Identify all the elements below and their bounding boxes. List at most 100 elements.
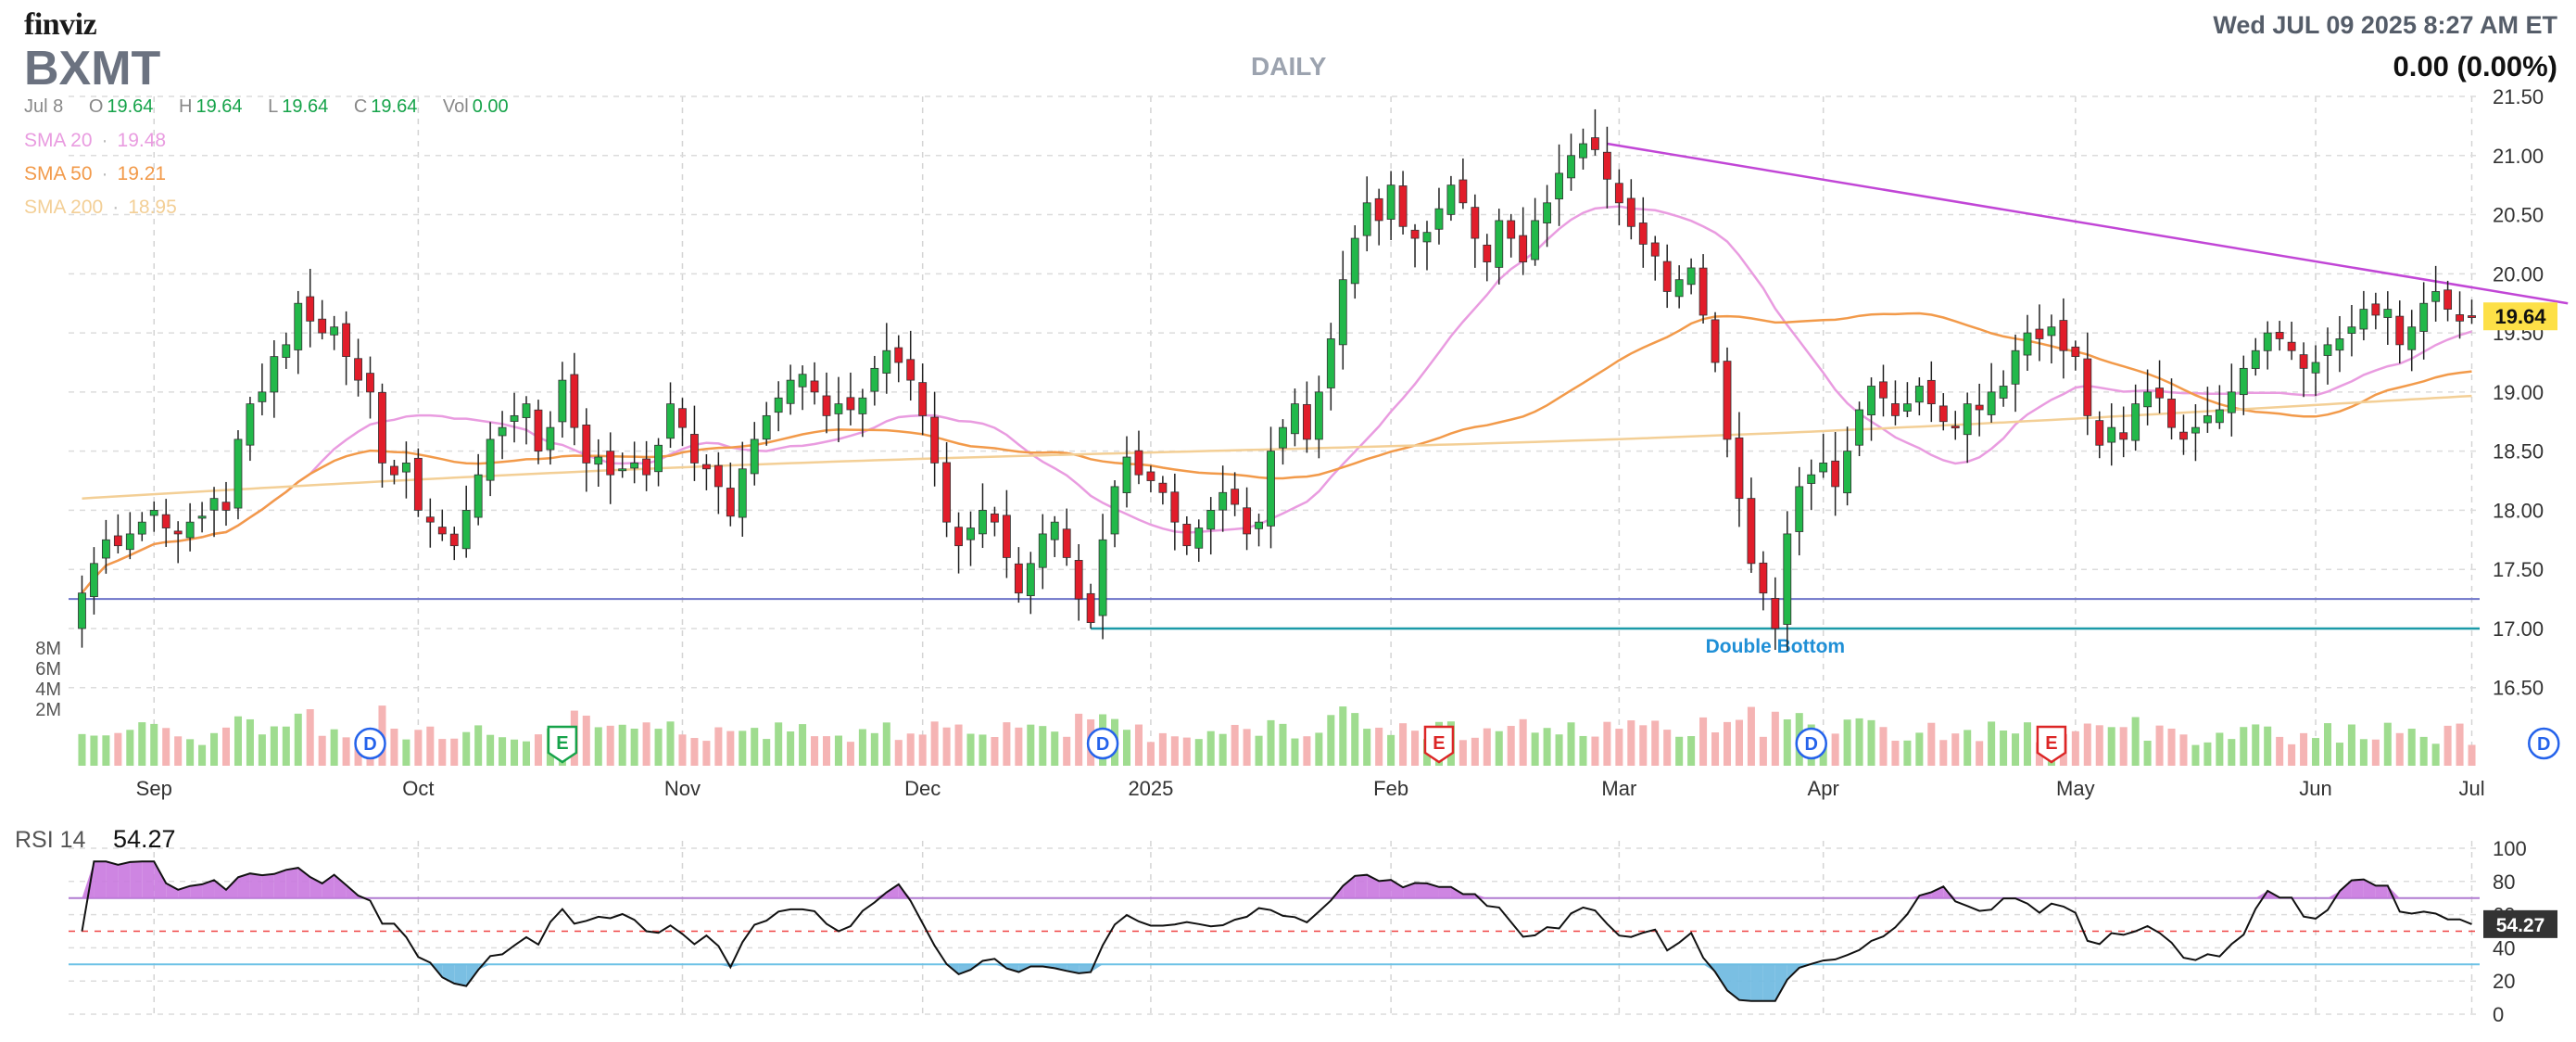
candle-body[interactable]: [822, 395, 831, 416]
candle-body[interactable]: [1819, 462, 1828, 473]
sma-20-legend[interactable]: SMA 20 · 19.48: [24, 130, 167, 151]
candle-body[interactable]: [2251, 349, 2260, 369]
candle-body[interactable]: [2383, 309, 2393, 318]
candle-body[interactable]: [678, 408, 687, 428]
candle-body[interactable]: [149, 510, 158, 516]
candle-body[interactable]: [258, 391, 267, 402]
candle-body[interactable]: [2131, 403, 2140, 441]
candle-body[interactable]: [1350, 237, 1359, 285]
candle-body[interactable]: [2431, 291, 2441, 302]
candle-body[interactable]: [522, 403, 531, 418]
candle-body[interactable]: [786, 379, 795, 404]
candle-body[interactable]: [1698, 267, 1708, 316]
candle-body[interactable]: [2456, 314, 2464, 322]
candle-body[interactable]: [2335, 338, 2344, 351]
candle-body[interactable]: [582, 425, 591, 464]
candle-body[interactable]: [1326, 338, 1335, 388]
candle-body[interactable]: [954, 527, 963, 547]
candle-body[interactable]: [1362, 202, 1371, 236]
candle-body[interactable]: [1519, 235, 1528, 262]
candle-body[interactable]: [209, 498, 219, 511]
candle-body[interactable]: [425, 516, 435, 523]
candle-body[interactable]: [1471, 207, 1480, 239]
candle-body[interactable]: [1434, 208, 1444, 230]
candle-body[interactable]: [2011, 349, 2020, 385]
candle-body[interactable]: [630, 462, 639, 469]
earnings-marker[interactable]: [1423, 725, 1455, 764]
candle-body[interactable]: [1507, 220, 1516, 239]
candle-body[interactable]: [1591, 137, 1599, 150]
candle-body[interactable]: [161, 514, 170, 528]
candle-body[interactable]: [461, 510, 471, 550]
candle-body[interactable]: [2119, 432, 2128, 440]
candle-body[interactable]: [294, 302, 303, 350]
dividend-marker[interactable]: [2528, 727, 2560, 760]
candle-body[interactable]: [2323, 344, 2332, 356]
candle-body[interactable]: [1855, 409, 1863, 446]
candle-body[interactable]: [894, 347, 903, 363]
candle-body[interactable]: [2059, 320, 2068, 351]
candle-body[interactable]: [906, 359, 915, 381]
candle-body[interactable]: [2239, 367, 2248, 396]
candle-body[interactable]: [690, 434, 699, 464]
candle-body[interactable]: [2347, 326, 2356, 334]
candle-body[interactable]: [1686, 267, 1696, 286]
candle-body[interactable]: [1194, 527, 1204, 549]
candle-body[interactable]: [1158, 482, 1168, 493]
candle-body[interactable]: [1458, 179, 1468, 204]
candle-body[interactable]: [1074, 560, 1083, 600]
candle-body[interactable]: [401, 462, 410, 473]
candle-body[interactable]: [1122, 456, 1131, 493]
candle-body[interactable]: [1314, 391, 1323, 440]
candle-body[interactable]: [1711, 319, 1720, 363]
earnings-marker[interactable]: [547, 725, 578, 764]
candle-body[interactable]: [750, 438, 759, 475]
candle-body[interactable]: [2395, 315, 2405, 346]
candle-body[interactable]: [378, 391, 386, 464]
candle-body[interactable]: [1026, 563, 1035, 597]
candle-body[interactable]: [1267, 451, 1275, 527]
candle-body[interactable]: [2047, 326, 2056, 337]
candle-body[interactable]: [2155, 388, 2164, 399]
candle-body[interactable]: [101, 539, 110, 559]
candle-body[interactable]: [1626, 197, 1635, 227]
candle-body[interactable]: [713, 464, 723, 488]
candle-body[interactable]: [1038, 533, 1047, 568]
candle-body[interactable]: [774, 397, 783, 413]
candle-body[interactable]: [1495, 220, 1504, 268]
candle-body[interactable]: [642, 458, 651, 476]
candle-body[interactable]: [2263, 332, 2272, 351]
candle-body[interactable]: [1807, 474, 1816, 484]
candle-body[interactable]: [498, 426, 507, 437]
candle-body[interactable]: [1891, 403, 1900, 416]
candle-body[interactable]: [1543, 202, 1552, 223]
finviz-logo[interactable]: finviz: [24, 7, 97, 42]
candle-body[interactable]: [1231, 489, 1240, 505]
candle-body[interactable]: [1843, 451, 1852, 494]
candle-body[interactable]: [234, 438, 243, 509]
candle-body[interactable]: [2359, 309, 2368, 330]
candle-body[interactable]: [2023, 332, 2032, 356]
candle-body[interactable]: [390, 465, 398, 476]
candle-body[interactable]: [1291, 403, 1299, 435]
candle-body[interactable]: [810, 380, 819, 393]
candle-body[interactable]: [1062, 528, 1071, 558]
candle-body[interactable]: [2215, 409, 2224, 424]
candle-body[interactable]: [798, 374, 807, 388]
sma-50-legend[interactable]: SMA 50 · 19.21: [24, 163, 167, 184]
candle-body[interactable]: [1050, 521, 1059, 540]
candle-body[interactable]: [2287, 341, 2296, 351]
candle-body[interactable]: [474, 474, 483, 518]
candle-body[interactable]: [2167, 399, 2176, 428]
candle-body[interactable]: [1086, 592, 1095, 623]
candle-body[interactable]: [78, 592, 86, 629]
candle-body[interactable]: [701, 464, 711, 470]
rsi-line[interactable]: [81, 860, 2472, 1002]
candle-body[interactable]: [882, 349, 891, 374]
candle-body[interactable]: [1662, 260, 1672, 292]
candle-body[interactable]: [1602, 151, 1611, 180]
candle-body[interactable]: [738, 468, 747, 518]
sma-200-legend[interactable]: SMA 200 · 18.95: [24, 197, 177, 218]
candle-body[interactable]: [246, 403, 255, 446]
